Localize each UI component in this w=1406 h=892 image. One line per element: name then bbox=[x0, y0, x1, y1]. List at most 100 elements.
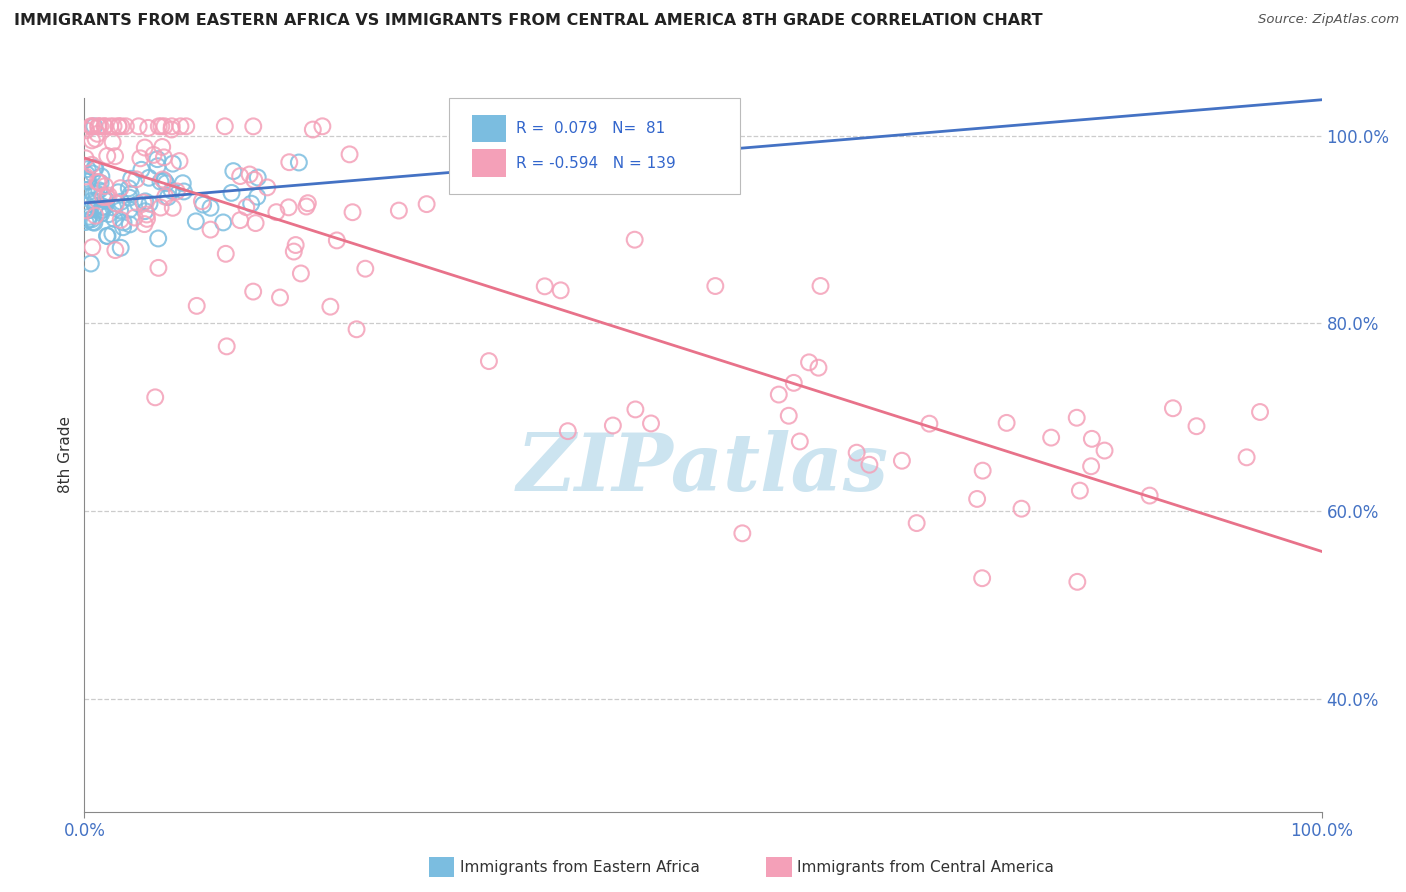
Point bbox=[101, 227, 124, 241]
Point bbox=[602, 418, 624, 433]
Point bbox=[80, 256, 103, 270]
Point bbox=[807, 360, 830, 375]
Point bbox=[342, 205, 364, 219]
Point bbox=[129, 151, 152, 165]
Point bbox=[1011, 501, 1033, 516]
Point bbox=[239, 168, 262, 182]
Point bbox=[240, 196, 263, 211]
Point bbox=[103, 212, 125, 227]
Point bbox=[80, 158, 103, 172]
Point bbox=[75, 169, 97, 184]
Point bbox=[246, 170, 269, 185]
Point bbox=[80, 120, 103, 134]
Point bbox=[905, 516, 928, 530]
Point bbox=[104, 149, 127, 163]
Point bbox=[136, 120, 159, 135]
Point bbox=[149, 201, 172, 215]
Point bbox=[118, 181, 141, 195]
Point bbox=[858, 458, 880, 472]
Point bbox=[86, 175, 108, 189]
Point bbox=[1040, 431, 1063, 445]
Point bbox=[134, 140, 156, 154]
FancyBboxPatch shape bbox=[450, 98, 740, 194]
Point bbox=[76, 162, 98, 177]
Point bbox=[107, 186, 129, 200]
Point bbox=[75, 171, 97, 186]
Point bbox=[354, 261, 377, 276]
Point bbox=[84, 209, 107, 223]
Point bbox=[200, 222, 222, 236]
Point bbox=[1236, 450, 1258, 465]
Point bbox=[97, 188, 120, 202]
Point bbox=[221, 186, 243, 200]
Point bbox=[890, 454, 912, 468]
Point bbox=[128, 120, 150, 134]
Point bbox=[297, 196, 319, 211]
Text: R = -0.594   N = 139: R = -0.594 N = 139 bbox=[516, 155, 676, 170]
Point bbox=[797, 355, 820, 369]
Point bbox=[86, 127, 108, 141]
Point bbox=[245, 216, 267, 230]
Point bbox=[120, 186, 142, 201]
Point bbox=[283, 244, 305, 259]
Point bbox=[94, 179, 117, 194]
Point bbox=[918, 417, 941, 431]
Point bbox=[810, 279, 832, 293]
Point bbox=[110, 194, 132, 209]
Point bbox=[557, 424, 579, 438]
Point bbox=[110, 241, 132, 255]
Point bbox=[153, 174, 176, 188]
Point bbox=[778, 409, 800, 423]
Point bbox=[142, 148, 165, 162]
Point bbox=[162, 201, 184, 215]
Point bbox=[156, 190, 179, 204]
Point bbox=[134, 204, 156, 219]
Point bbox=[624, 402, 647, 417]
Point bbox=[138, 196, 160, 211]
Point bbox=[768, 387, 790, 401]
Point bbox=[184, 214, 207, 228]
Point bbox=[326, 234, 349, 248]
Y-axis label: 8th Grade: 8th Grade bbox=[58, 417, 73, 493]
Point bbox=[640, 417, 662, 431]
Point bbox=[295, 200, 318, 214]
Point bbox=[995, 416, 1018, 430]
Point bbox=[135, 207, 157, 221]
Point bbox=[131, 162, 153, 177]
Point bbox=[972, 464, 994, 478]
Point bbox=[191, 197, 214, 211]
Point bbox=[80, 120, 103, 134]
Point bbox=[311, 120, 333, 134]
Point bbox=[191, 194, 214, 209]
Point bbox=[87, 120, 110, 134]
Point bbox=[166, 185, 188, 199]
Point bbox=[148, 260, 170, 275]
Point bbox=[783, 376, 806, 390]
Point bbox=[346, 322, 368, 336]
FancyBboxPatch shape bbox=[471, 115, 506, 143]
Point bbox=[284, 238, 307, 252]
Point bbox=[90, 206, 112, 220]
Point bbox=[91, 200, 114, 214]
Point bbox=[82, 240, 104, 254]
Point bbox=[76, 175, 98, 189]
Point bbox=[115, 120, 138, 134]
Point bbox=[83, 161, 105, 176]
Point bbox=[200, 201, 222, 215]
Point bbox=[1139, 489, 1161, 503]
Point bbox=[1080, 459, 1102, 474]
Point bbox=[290, 267, 312, 281]
Point bbox=[77, 213, 100, 227]
Point bbox=[153, 120, 176, 134]
Point bbox=[105, 196, 128, 211]
Point bbox=[301, 122, 323, 136]
Point bbox=[118, 202, 141, 217]
Point bbox=[319, 300, 342, 314]
Point bbox=[84, 194, 107, 208]
FancyBboxPatch shape bbox=[471, 150, 506, 177]
Point bbox=[339, 147, 361, 161]
Point bbox=[235, 200, 257, 214]
Point bbox=[388, 203, 411, 218]
Point bbox=[186, 299, 208, 313]
Point bbox=[150, 140, 173, 154]
